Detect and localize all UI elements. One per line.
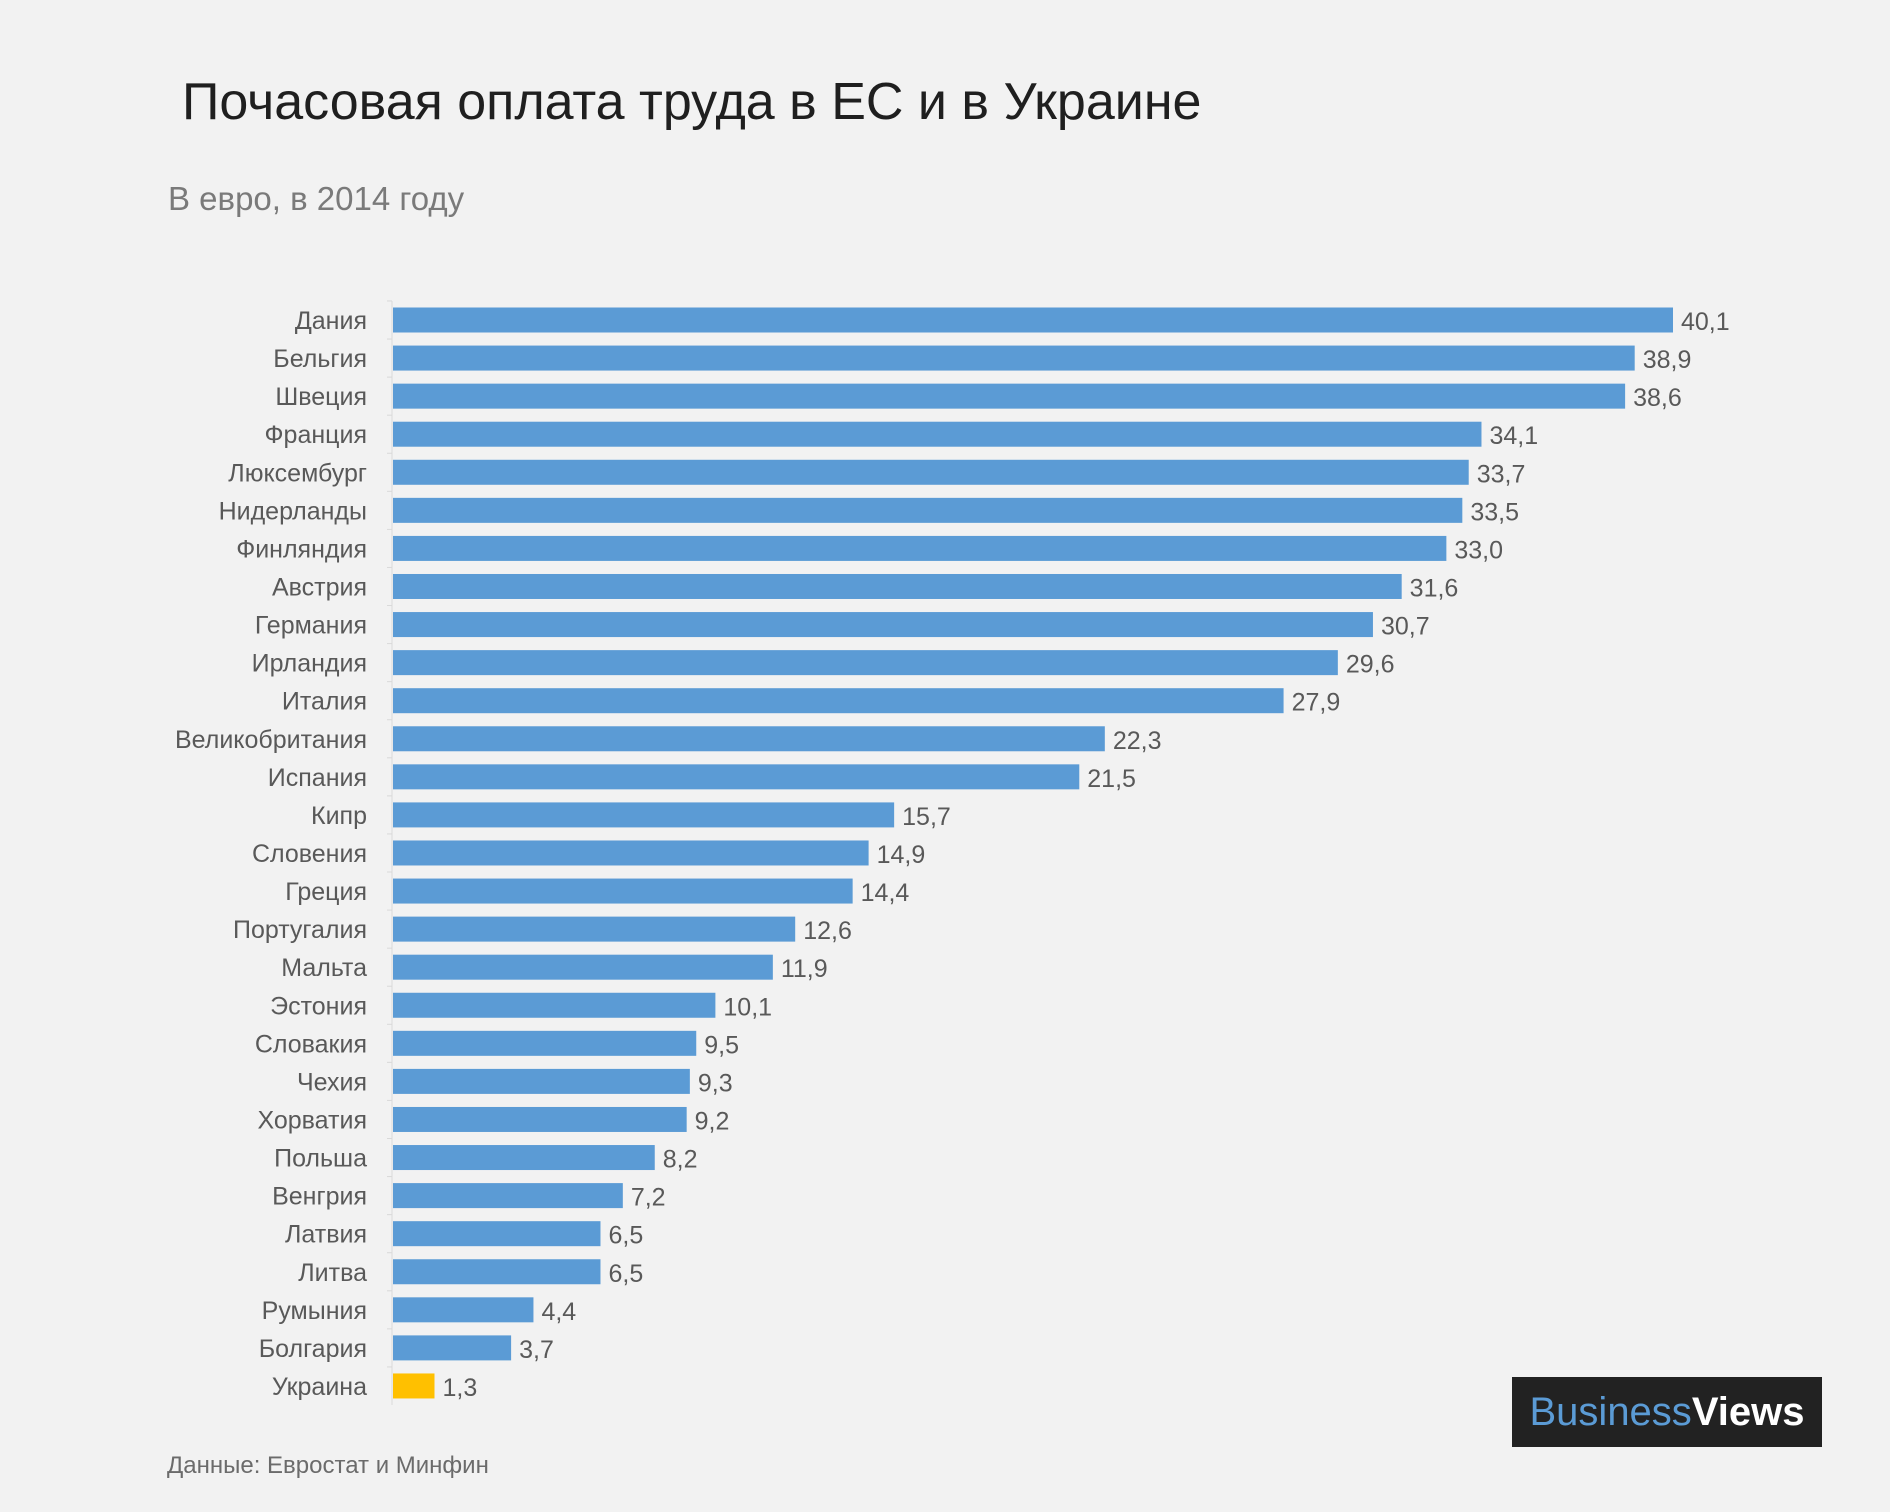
bar — [393, 840, 869, 866]
value-label: 10,1 — [723, 993, 772, 1021]
bar — [393, 497, 1463, 523]
category-label: Испания — [268, 764, 367, 792]
value-label: 27,9 — [1292, 689, 1341, 717]
chart-subtitle: В евро, в 2014 году — [168, 180, 465, 217]
value-label: 22,3 — [1113, 727, 1162, 755]
bar — [393, 1106, 687, 1132]
category-label: Венгрия — [272, 1183, 367, 1211]
value-label: 38,9 — [1643, 346, 1692, 374]
bar — [393, 1221, 601, 1247]
bar — [393, 1068, 690, 1094]
category-label: Греция — [285, 878, 367, 906]
chart-title: Почасовая оплата труда в ЕС и в Украине — [182, 73, 1202, 131]
value-label: 6,5 — [608, 1222, 643, 1250]
category-label: Швеция — [275, 383, 367, 411]
bar — [393, 726, 1105, 752]
category-label: Кипр — [311, 802, 367, 830]
bar — [393, 1259, 601, 1285]
category-label: Португалия — [233, 916, 367, 944]
value-label: 14,9 — [877, 841, 926, 869]
bar — [393, 878, 853, 904]
businessviews-logo: Business Views — [1512, 1377, 1822, 1447]
category-label: Мальта — [281, 954, 367, 982]
bar — [393, 383, 1626, 409]
value-label: 14,4 — [861, 879, 910, 907]
category-label: Финляндия — [236, 535, 367, 563]
bar — [393, 1030, 697, 1056]
value-label: 11,9 — [781, 955, 828, 983]
value-label: 7,2 — [631, 1184, 666, 1212]
category-label: Словения — [252, 840, 367, 868]
bar — [393, 1335, 512, 1361]
value-label: 1,3 — [442, 1374, 477, 1402]
logo-text-business: Business — [1529, 1389, 1692, 1434]
value-label: 40,1 — [1681, 308, 1730, 336]
value-label: 21,5 — [1087, 765, 1136, 793]
bar — [393, 459, 1469, 485]
bar — [393, 535, 1447, 561]
category-label: Италия — [282, 688, 367, 716]
logo-text-views: Views — [1691, 1389, 1805, 1434]
value-label: 3,7 — [519, 1336, 554, 1364]
bar-chart: Дания 40,1 Бельгия 38,9 Швеция 38,6 Франция 34,… — [175, 300, 1730, 1405]
bar — [393, 1183, 623, 1209]
bar — [393, 764, 1080, 790]
category-label: Словакия — [255, 1030, 367, 1058]
value-label: 4,4 — [541, 1298, 576, 1326]
category-label: Люксембург — [228, 459, 367, 487]
source-note: Данные: Евростат и Минфин — [167, 1452, 489, 1479]
bar — [393, 345, 1635, 371]
value-label: 9,2 — [695, 1107, 730, 1135]
value-label: 9,5 — [704, 1031, 739, 1059]
category-label: Франция — [265, 421, 367, 449]
bar-highlight — [393, 1373, 435, 1399]
value-label: 12,6 — [803, 917, 852, 945]
category-label: Литва — [298, 1259, 367, 1287]
bar — [393, 688, 1284, 714]
value-label: 33,0 — [1454, 536, 1503, 564]
category-label: Великобритания — [175, 726, 367, 754]
category-label: Украина — [272, 1373, 367, 1401]
value-label: 15,7 — [902, 803, 951, 831]
category-label: Эстония — [270, 992, 367, 1020]
bar — [393, 307, 1673, 333]
bar — [393, 1297, 534, 1323]
value-label: 6,5 — [608, 1260, 643, 1288]
value-label: 29,6 — [1346, 651, 1395, 679]
category-label: Латвия — [285, 1221, 367, 1249]
bar — [393, 954, 773, 980]
value-label: 33,7 — [1477, 460, 1526, 488]
bar — [393, 612, 1373, 638]
category-label: Хорватия — [257, 1106, 367, 1134]
value-label: 38,6 — [1633, 384, 1682, 412]
category-label: Чехия — [297, 1068, 367, 1096]
bar — [393, 992, 716, 1018]
category-label: Австрия — [272, 573, 367, 601]
category-label: Нидерланды — [219, 497, 367, 525]
value-label: 9,3 — [698, 1069, 733, 1097]
value-label: 30,7 — [1381, 613, 1430, 641]
category-label: Германия — [255, 612, 367, 640]
bar — [393, 802, 895, 828]
value-label: 33,5 — [1470, 498, 1519, 526]
value-label: 34,1 — [1489, 422, 1538, 450]
bar — [393, 916, 796, 942]
category-label: Румыния — [262, 1297, 367, 1325]
category-label: Ирландия — [252, 650, 367, 678]
value-label: 31,6 — [1410, 574, 1459, 602]
bar — [393, 1145, 655, 1171]
value-label: 8,2 — [663, 1146, 698, 1174]
bar — [393, 650, 1338, 676]
category-label: Болгария — [259, 1335, 367, 1363]
bar — [393, 573, 1402, 599]
category-label: Бельгия — [273, 345, 367, 373]
category-label: Дания — [295, 307, 367, 335]
category-label: Польша — [274, 1145, 367, 1173]
bar — [393, 421, 1482, 447]
